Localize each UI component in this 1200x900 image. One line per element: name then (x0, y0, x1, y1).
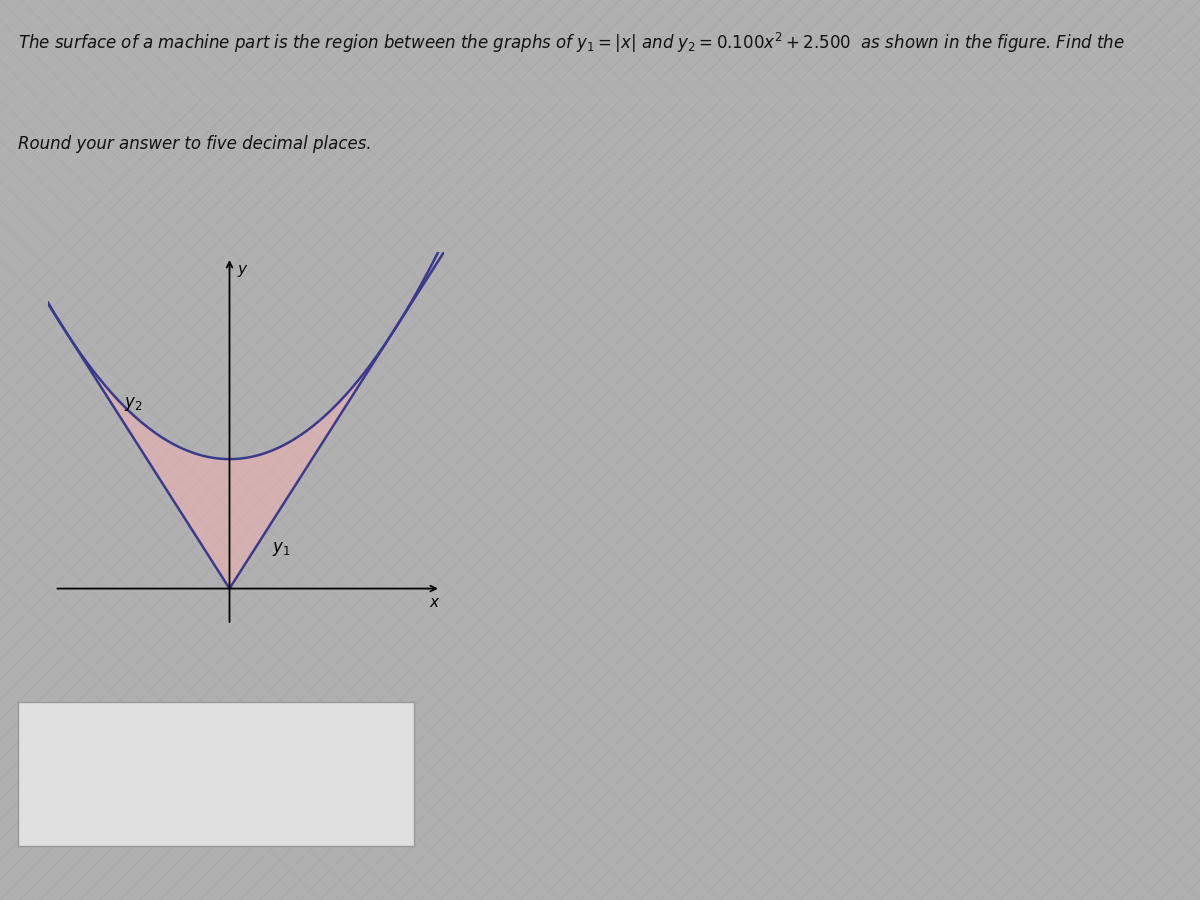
Text: x: x (430, 595, 439, 609)
Text: Round your answer to five decimal places.: Round your answer to five decimal places… (18, 134, 372, 152)
Text: The surface of a machine part is the region between the graphs of $y_1=|x|$ and : The surface of a machine part is the reg… (18, 31, 1124, 55)
Text: $y_2$: $y_2$ (124, 395, 143, 413)
Text: $y_1$: $y_1$ (272, 540, 292, 558)
Text: y: y (238, 263, 247, 277)
